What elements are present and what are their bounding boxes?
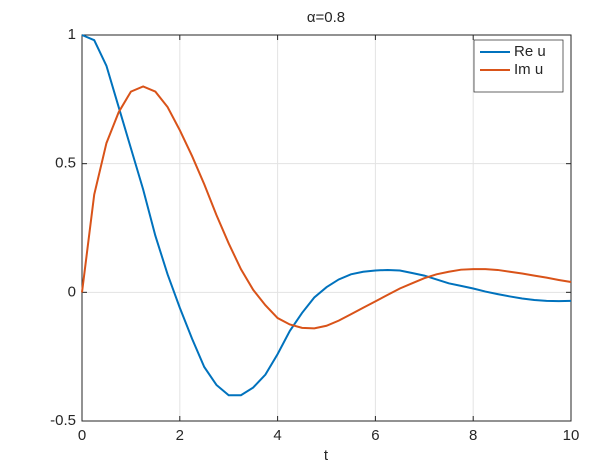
x-tick-label: 6 (371, 427, 379, 444)
data-line (81, 85, 572, 330)
y-tick-label: 0.5 (55, 155, 76, 172)
x-tick-label: 2 (176, 427, 184, 444)
plot-area (82, 35, 571, 421)
legend-box (473, 39, 564, 93)
legend-label: Re u (514, 43, 546, 60)
y-tick-label: 1 (68, 26, 76, 43)
chart-title: α=0.8 (307, 9, 345, 26)
axes-box (81, 34, 572, 422)
data-line (81, 34, 572, 397)
legend-label: Im u (514, 61, 543, 78)
x-tick-label: 8 (469, 427, 477, 444)
y-tick-label: 0 (68, 283, 76, 300)
x-tick-label: 0 (78, 427, 86, 444)
x-tick-label: 4 (273, 427, 281, 444)
y-tick-label: -0.5 (50, 412, 76, 429)
x-axis-label: t (324, 447, 329, 464)
x-tick-label: 10 (563, 427, 580, 444)
